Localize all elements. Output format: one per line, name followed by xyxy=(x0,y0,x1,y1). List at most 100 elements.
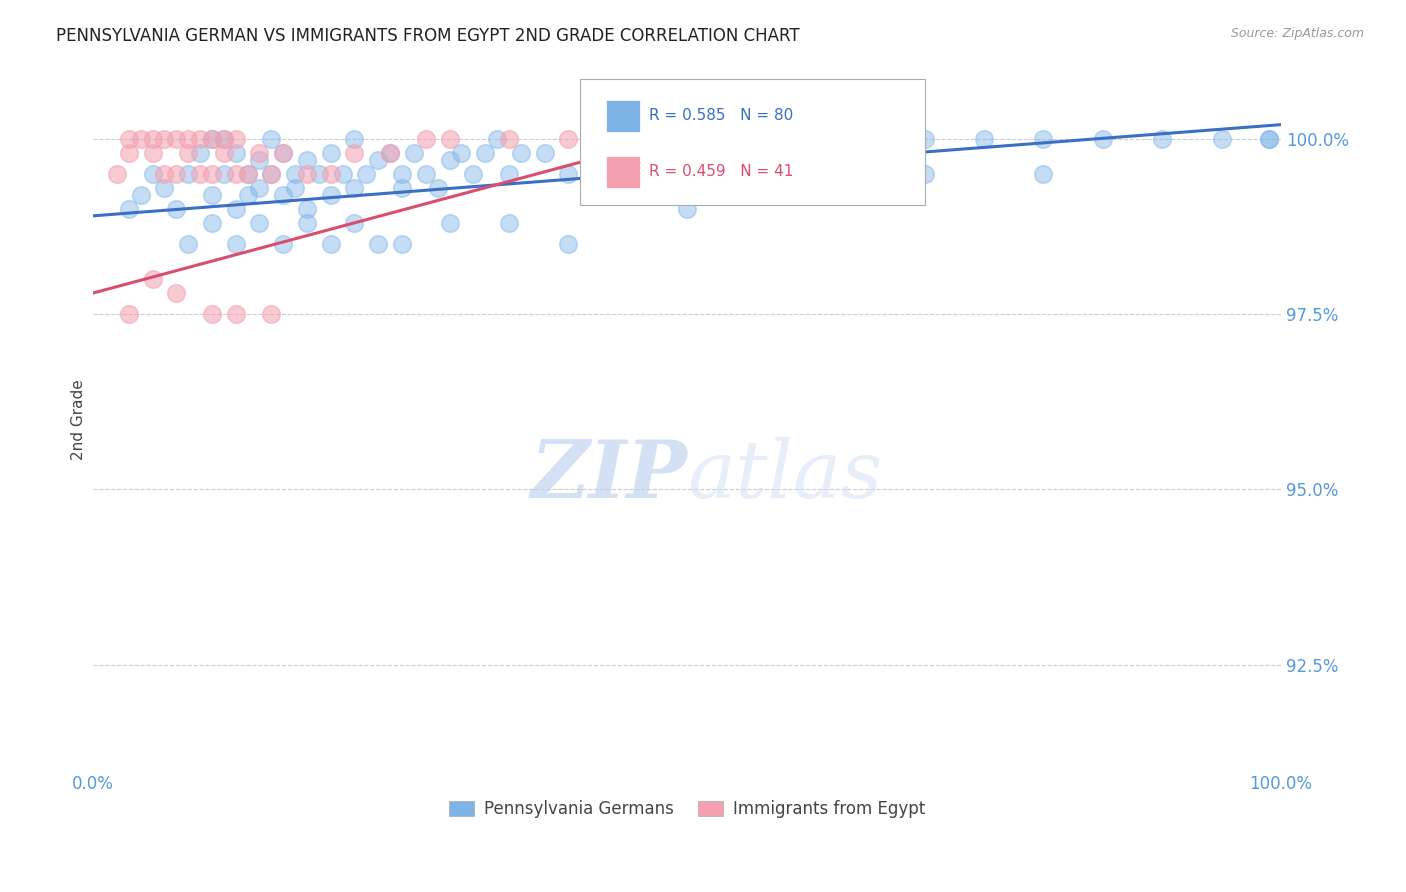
Point xyxy=(356,167,378,181)
Point xyxy=(142,145,165,160)
Point xyxy=(367,153,389,167)
Point xyxy=(1152,131,1174,145)
Point xyxy=(616,131,638,145)
Point xyxy=(105,167,128,181)
Text: PENNSYLVANIA GERMAN VS IMMIGRANTS FROM EGYPT 2ND GRADE CORRELATION CHART: PENNSYLVANIA GERMAN VS IMMIGRANTS FROM E… xyxy=(56,27,800,45)
Point xyxy=(391,181,413,195)
Point xyxy=(165,202,187,216)
Point xyxy=(700,131,723,145)
Point xyxy=(581,145,603,160)
Point xyxy=(188,145,211,160)
Point xyxy=(557,167,579,181)
Point xyxy=(236,167,259,181)
Point xyxy=(1211,131,1233,145)
Point xyxy=(426,181,449,195)
Y-axis label: 2nd Grade: 2nd Grade xyxy=(72,379,86,459)
Legend: Pennsylvania Germans, Immigrants from Egypt: Pennsylvania Germans, Immigrants from Eg… xyxy=(441,794,932,825)
Point xyxy=(319,167,342,181)
Point xyxy=(853,131,876,145)
Point xyxy=(225,167,247,181)
Point xyxy=(794,187,817,202)
Point xyxy=(332,167,354,181)
Point xyxy=(378,145,401,160)
FancyBboxPatch shape xyxy=(581,79,925,205)
Point xyxy=(177,131,200,145)
Point xyxy=(249,145,271,160)
Point xyxy=(439,216,461,230)
Text: atlas: atlas xyxy=(688,436,883,514)
Point xyxy=(676,202,699,216)
Point xyxy=(474,145,496,160)
Point xyxy=(249,153,271,167)
Point xyxy=(1258,131,1281,145)
Point xyxy=(118,131,141,145)
Text: ZIP: ZIP xyxy=(530,436,688,514)
Point xyxy=(260,167,283,181)
Point xyxy=(212,131,235,145)
Point xyxy=(212,131,235,145)
Point xyxy=(236,167,259,181)
Point xyxy=(343,131,366,145)
Point xyxy=(557,131,579,145)
Point xyxy=(284,181,307,195)
Point xyxy=(249,216,271,230)
Point xyxy=(295,167,318,181)
Point xyxy=(973,131,995,145)
Point xyxy=(498,131,520,145)
Point xyxy=(201,131,224,145)
Point xyxy=(284,167,307,181)
Point xyxy=(142,272,165,286)
Text: R = 0.459   N = 41: R = 0.459 N = 41 xyxy=(650,164,793,179)
Point xyxy=(343,181,366,195)
Point xyxy=(391,236,413,251)
Point xyxy=(201,187,224,202)
Point xyxy=(1032,131,1054,145)
Point xyxy=(295,153,318,167)
Point xyxy=(225,236,247,251)
Point xyxy=(129,131,152,145)
Point xyxy=(165,131,187,145)
Point xyxy=(225,145,247,160)
Point xyxy=(271,236,294,251)
Point xyxy=(463,167,485,181)
Point xyxy=(439,131,461,145)
Point xyxy=(236,187,259,202)
Point xyxy=(450,145,472,160)
Text: R = 0.585   N = 80: R = 0.585 N = 80 xyxy=(650,108,793,123)
Point xyxy=(415,131,437,145)
Point xyxy=(201,307,224,321)
Point xyxy=(1258,131,1281,145)
Point xyxy=(486,131,509,145)
Point xyxy=(177,145,200,160)
Point xyxy=(616,131,638,145)
Point xyxy=(415,167,437,181)
Point xyxy=(201,131,224,145)
Point xyxy=(118,145,141,160)
Point xyxy=(225,131,247,145)
Point xyxy=(735,131,758,145)
Point xyxy=(1091,131,1114,145)
Point xyxy=(118,307,141,321)
Point xyxy=(260,131,283,145)
Point xyxy=(319,236,342,251)
Point xyxy=(914,167,936,181)
Point xyxy=(271,145,294,160)
Point xyxy=(153,167,176,181)
FancyBboxPatch shape xyxy=(606,156,640,188)
Point xyxy=(509,145,531,160)
Point xyxy=(794,131,817,145)
Point xyxy=(295,202,318,216)
Point xyxy=(177,236,200,251)
Point xyxy=(439,153,461,167)
Point xyxy=(260,167,283,181)
Point xyxy=(652,131,675,145)
Point xyxy=(249,181,271,195)
Point xyxy=(343,145,366,160)
Point xyxy=(498,167,520,181)
Point xyxy=(271,145,294,160)
Point xyxy=(188,131,211,145)
Point xyxy=(260,307,283,321)
Point xyxy=(212,167,235,181)
Point xyxy=(794,131,817,145)
Point xyxy=(295,216,318,230)
